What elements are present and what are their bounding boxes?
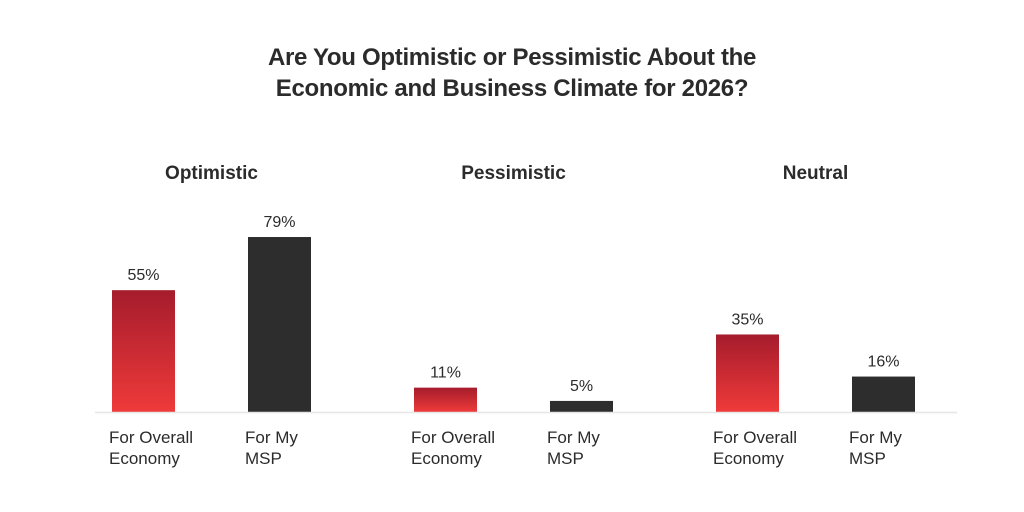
bar-neutral-overall-economy bbox=[716, 334, 779, 412]
group-label-optimistic: Optimistic bbox=[165, 163, 258, 184]
bar-optimistic-overall-economy bbox=[112, 290, 175, 412]
category-label-line-1: For My bbox=[547, 428, 600, 447]
bar-neutral-my-msp bbox=[852, 376, 915, 412]
chart-title: Are You Optimistic or Pessimistic About … bbox=[0, 42, 1024, 104]
category-label-line-2: MSP bbox=[547, 449, 584, 468]
category-label-line-2: MSP bbox=[245, 449, 282, 468]
category-label-line-1: For Overall bbox=[109, 428, 193, 447]
data-label: 35% bbox=[731, 311, 763, 328]
data-label: 55% bbox=[127, 267, 159, 284]
category-label-line-2: Economy bbox=[109, 449, 180, 468]
category-label-line-2: Economy bbox=[713, 449, 784, 468]
data-label: 79% bbox=[263, 214, 295, 231]
data-label: 5% bbox=[570, 378, 593, 395]
category-label-line-1: For Overall bbox=[411, 428, 495, 447]
chart-title-line-2: Economic and Business Climate for 2026? bbox=[275, 75, 749, 102]
bar-pessimistic-overall-economy bbox=[414, 387, 477, 412]
group-label-pessimistic: Pessimistic bbox=[461, 163, 566, 184]
data-label: 11% bbox=[430, 365, 461, 382]
category-label-line-1: For Overall bbox=[713, 428, 797, 447]
category-label-line-1: For My bbox=[245, 428, 298, 447]
chart-title-line-1: Are You Optimistic or Pessimistic About … bbox=[267, 44, 757, 71]
bar-pessimistic-my-msp bbox=[550, 400, 613, 412]
bar-optimistic-my-msp bbox=[248, 237, 311, 412]
category-label-line-2: MSP bbox=[849, 449, 886, 468]
group-label-neutral: Neutral bbox=[783, 163, 848, 184]
category-label-line-1: For My bbox=[849, 428, 902, 447]
category-label-line-2: Economy bbox=[411, 449, 482, 468]
data-label: 16% bbox=[867, 354, 899, 371]
